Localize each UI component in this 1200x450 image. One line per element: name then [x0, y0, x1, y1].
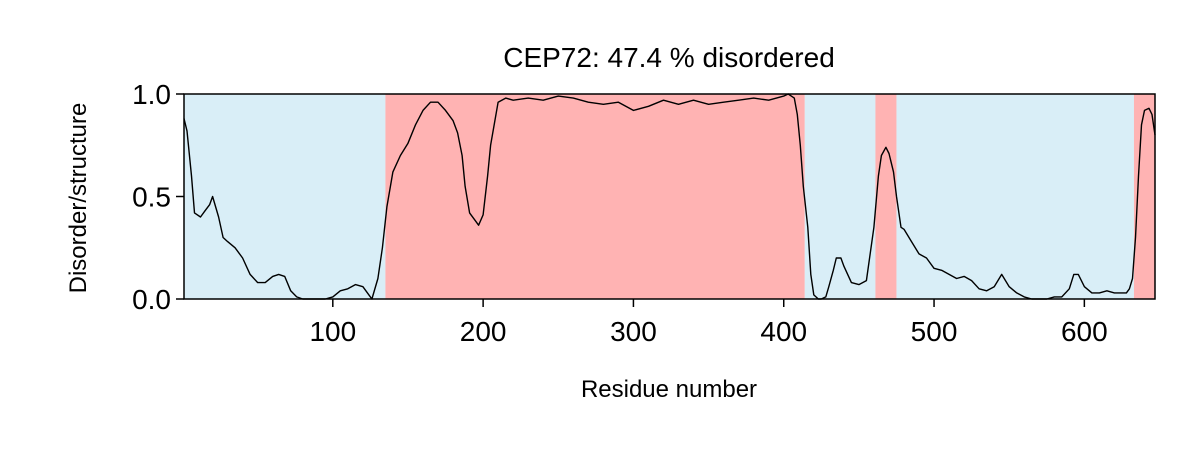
x-tick-label-500: 500 [911, 316, 958, 347]
x-tick-label-400: 400 [760, 316, 807, 347]
x-tick-label-300: 300 [610, 316, 657, 347]
x-tick-label-200: 200 [460, 316, 507, 347]
y-tick-label-1: 0.5 [132, 182, 171, 213]
y-axis-label: Disorder/structure [65, 103, 92, 294]
axis-ticks: 100 200 300 400 500 600 0.0 0.5 1.0 [132, 79, 1108, 347]
region-bands [184, 94, 1155, 299]
y-tick-label-0: 0.0 [132, 284, 171, 315]
plot-frame [183, 93, 1156, 300]
region-ordered-3 [804, 94, 876, 299]
region-ordered-1 [184, 94, 386, 299]
region-disordered-4 [875, 94, 897, 299]
chart-title: CEP72: 47.4 % disordered [503, 42, 835, 73]
y-tick-label-2: 1.0 [132, 79, 171, 110]
region-ordered-5 [896, 94, 1134, 299]
x-tick-label-100: 100 [309, 316, 356, 347]
region-disordered-2 [385, 94, 805, 299]
x-axis-label: Residue number [581, 376, 757, 403]
region-disordered-6 [1133, 94, 1155, 299]
x-tick-label-600: 600 [1061, 316, 1108, 347]
